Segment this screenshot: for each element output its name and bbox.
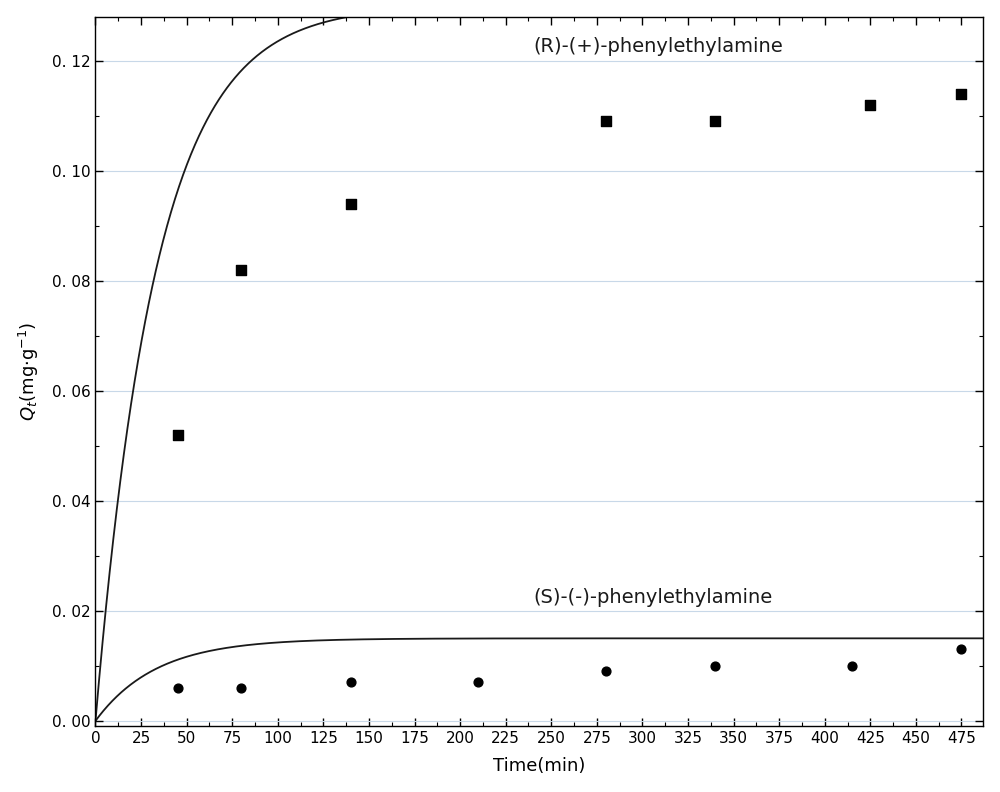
Point [343, 197, 359, 210]
Point [470, 676, 486, 689]
Y-axis label: $Q_t$(mg·g$^{-1}$): $Q_t$(mg·g$^{-1}$) [17, 322, 41, 421]
Point [707, 115, 723, 128]
Point [862, 98, 878, 111]
Point [598, 115, 614, 128]
Text: (R)-(+)-phenylethylamine: (R)-(+)-phenylethylamine [533, 37, 783, 56]
Point [953, 87, 969, 100]
Point [844, 660, 860, 672]
Point [343, 676, 359, 689]
X-axis label: Time(min): Time(min) [493, 757, 586, 775]
Point [598, 665, 614, 678]
Point [170, 428, 186, 441]
Text: (S)-(-)-phenylethylamine: (S)-(-)-phenylethylamine [533, 588, 772, 607]
Point [233, 681, 249, 694]
Point [707, 660, 723, 672]
Point [233, 264, 249, 276]
Point [170, 681, 186, 694]
Point [953, 643, 969, 656]
